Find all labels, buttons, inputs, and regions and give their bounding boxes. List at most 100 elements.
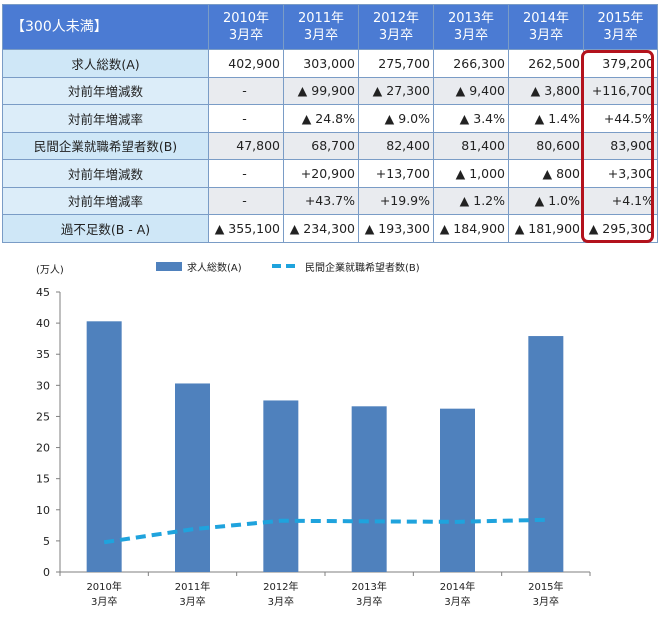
legend-label-bar: 求人総数(A) (187, 261, 242, 274)
y-tick-label: 35 (36, 348, 50, 361)
x-tick-label-line1: 2015年 (528, 580, 563, 593)
table-cell: ▲ 193,300 (358, 214, 434, 243)
y-tick-label: 15 (36, 473, 50, 486)
table-cell: +13,700 (358, 159, 434, 188)
row-label: 過不足数(B - A) (2, 214, 209, 243)
year-header: 2014年 3月卒 (508, 4, 584, 50)
table-cell: ▲ 800 (508, 159, 584, 188)
y-tick-label: 30 (36, 379, 50, 392)
bar (440, 408, 475, 572)
table-cell: 379,200 (583, 49, 658, 78)
year-header-line2: 3月卒 (453, 28, 489, 43)
table-cell: ▲ 1,000 (433, 159, 509, 188)
year-header-line2: 3月卒 (303, 28, 339, 43)
table-cell: ▲ 9.0% (358, 104, 434, 133)
table-cell: +116,700 (583, 76, 658, 105)
table-cell: +44.5% (583, 104, 658, 133)
table-cell: 81,400 (433, 131, 509, 160)
table-cell: 80,600 (508, 131, 584, 160)
x-tick-label-line2: 3月卒 (268, 595, 294, 608)
x-tick-label-line1: 2013年 (351, 580, 386, 593)
x-tick-label-line1: 2011年 (175, 580, 210, 593)
table-cell: ▲ 24.8% (283, 104, 359, 133)
y-tick-label: 10 (36, 504, 50, 517)
x-tick-label-line2: 3月卒 (356, 595, 382, 608)
table-row: 民間企業就職希望者数(B) 47,800 68,700 82,400 81,400 80,… (2, 131, 658, 160)
row-label: 対前年増減数 (2, 159, 209, 188)
table-cell: +20,900 (283, 159, 359, 188)
bar (175, 383, 210, 572)
table-row: 対前年増減数 - +20,900 +13,700 ▲ 1,000 ▲ 800 +3,300 (2, 159, 658, 188)
table-cell: 303,000 (283, 49, 359, 78)
table-cell: 275,700 (358, 49, 434, 78)
line-series-path (103, 517, 546, 545)
table-cell: ▲ 295,300 (583, 214, 658, 243)
chart-axes: 0 5 10 15 20 25 30 35 40 45 (万人) 2010年 3月卒 2011年 3月卒 20… (36, 264, 591, 608)
x-tick-label-line2: 3月卒 (91, 595, 117, 608)
table-cell: +3,300 (583, 159, 658, 188)
table-cell: - (208, 76, 284, 105)
table-cell: ▲ 9,400 (433, 76, 509, 105)
year-header-line2: 3月卒 (228, 28, 264, 43)
table-cell: ▲ 184,900 (433, 214, 509, 243)
table-row: 求人総数(A) 402,900 303,000 275,700 266,300 262,5… (2, 49, 658, 78)
y-tick-label: 25 (36, 410, 50, 423)
year-header-line1: 2013年 (447, 11, 495, 26)
table-cell: ▲ 99,900 (283, 76, 359, 105)
table-cell: ▲ 27,300 (358, 76, 434, 105)
year-header-line1: 2010年 (222, 11, 270, 26)
year-header: 2011年 3月卒 (283, 4, 359, 50)
legend-swatch-bar (156, 262, 182, 271)
legend-label-line: 民間企業就職希望者数(B) (305, 261, 420, 274)
row-label: 求人総数(A) (2, 49, 209, 78)
table-row: 対前年増減率 - +43.7% +19.9% ▲ 1.2% ▲ 1.0% +4.1% (2, 186, 658, 215)
table-cell: ▲ 3.4% (433, 104, 509, 133)
table-header-row: 【300人未満】 2010年 3月卒 2011年 3月卒 2012年 3月卒 2013年 3月卒… (2, 4, 658, 50)
table-row: 過不足数(B - A) ▲ 355,100 ▲ 234,300 ▲ 193,300 ▲ … (2, 214, 658, 243)
y-tick-label: 5 (43, 535, 50, 548)
year-header-line1: 2014年 (522, 11, 570, 26)
year-header-line1: 2015年 (597, 11, 644, 26)
year-header: 2015年 3月卒 (583, 4, 658, 50)
bar-series (86, 321, 564, 572)
table-row: 対前年増減数 - ▲ 99,900 ▲ 27,300 ▲ 9,400 ▲ 3,800 +11… (2, 76, 658, 105)
y-tick-label: 40 (36, 317, 50, 330)
year-header-line2: 3月卒 (603, 28, 638, 43)
table-cell: ▲ 234,300 (283, 214, 359, 243)
table-row: 対前年増減率 - ▲ 24.8% ▲ 9.0% ▲ 3.4% ▲ 1.4% +44.5% (2, 104, 658, 133)
bar-line-chart: 0 5 10 15 20 25 30 35 40 45 (万人) 2010年 3月卒 2011年 3月卒 20… (36, 261, 591, 608)
x-tick-label-line2: 3月卒 (179, 595, 205, 608)
bar (351, 406, 387, 572)
year-header-line2: 3月卒 (528, 28, 564, 43)
bar (528, 336, 564, 572)
year-header: 2012年 3月卒 (358, 4, 434, 50)
table-cell: ▲ 1.0% (508, 186, 584, 215)
year-header: 2010年 3月卒 (208, 4, 284, 50)
bar (263, 400, 299, 572)
year-header-line2: 3月卒 (378, 28, 414, 43)
x-tick-label-line2: 3月卒 (533, 595, 559, 608)
table-cell: ▲ 355,100 (208, 214, 284, 243)
table-cell: 266,300 (433, 49, 509, 78)
data-table: 【300人未満】 2010年 3月卒 2011年 3月卒 2012年 3月卒 2013年 3月卒… (2, 4, 658, 243)
table-cell: 402,900 (208, 49, 284, 78)
table-cell: +19.9% (358, 186, 434, 215)
line-series (103, 517, 546, 545)
x-tick-label-line1: 2010年 (86, 580, 121, 593)
x-tick-label-line2: 3月卒 (444, 595, 470, 608)
table-cell: ▲ 3,800 (508, 76, 584, 105)
table-cell: 82,400 (358, 131, 434, 160)
y-tick-label: 20 (36, 442, 50, 455)
table-corner-label: 【300人未満】 (2, 4, 209, 50)
row-label: 対前年増減率 (2, 104, 209, 133)
bar (86, 321, 122, 572)
row-label: 対前年増減数 (2, 76, 209, 105)
table-cell: - (208, 104, 284, 133)
table-cell: - (208, 159, 284, 188)
y-tick-label: 0 (43, 566, 50, 579)
table-cell: - (208, 186, 284, 215)
table-cell: +43.7% (283, 186, 359, 215)
table-cell: 47,800 (208, 131, 284, 160)
table-cell: 83,900 (583, 131, 658, 160)
year-header-line1: 2012年 (372, 11, 420, 26)
